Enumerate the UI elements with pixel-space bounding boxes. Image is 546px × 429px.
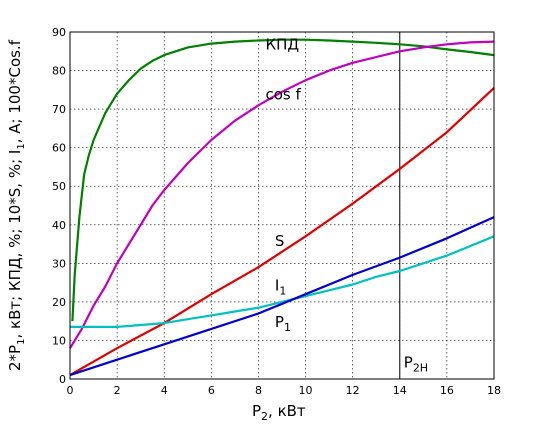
y-tick-label: 90 — [52, 26, 66, 39]
series-line-cos-f — [69, 40, 495, 349]
series-line-s — [69, 87, 495, 377]
x-tick-label: 6 — [208, 384, 215, 397]
y-tick-label: 0 — [59, 373, 66, 386]
series-line-i1 — [70, 235, 495, 328]
y-tick-label: 60 — [52, 142, 66, 155]
x-tick-label: 2 — [114, 384, 121, 397]
x-tick-label: 14 — [393, 384, 407, 397]
y-tick-label: 20 — [52, 296, 66, 309]
series-label-p1: P1 — [275, 313, 291, 334]
series-lines — [69, 38, 495, 377]
series-line-p1 — [69, 216, 495, 377]
y-tick-label: 10 — [52, 334, 66, 347]
x-tick-label: 0 — [67, 384, 74, 397]
x-tick-label: 18 — [487, 384, 501, 397]
y-tick-label: 30 — [52, 257, 66, 270]
series-label-s: S — [275, 232, 285, 250]
x-tick-label: 16 — [440, 384, 454, 397]
plot-frame — [69, 31, 495, 380]
y-axis-label: 2*P1, кВт; КПД, %; 10*S, %; I1, A; 100*C… — [6, 39, 27, 371]
tick-labels: 0 2 4 6 8 10 12 14 16 18 0 10 20 30 40 50 60 70 80 90 — [52, 26, 501, 397]
x-tick-label: 8 — [255, 384, 262, 397]
x-tick-label: 12 — [346, 384, 360, 397]
y-tick-label: 50 — [52, 180, 66, 193]
series-label-кпд: КПД — [266, 35, 300, 53]
x-tick-label: 10 — [299, 384, 313, 397]
x-axis-label: P2, кВт — [252, 402, 306, 423]
x-tick-label: 4 — [161, 384, 168, 397]
y-tick-label: 70 — [52, 103, 66, 116]
y-tick-label: 80 — [52, 65, 66, 78]
series-line-кпд — [71, 38, 495, 322]
series-label-cos-f: cos f — [266, 85, 302, 103]
series-labels: КПД cos f S I1 P1 P2Н — [266, 35, 429, 374]
series-label-i1: I1 — [275, 276, 286, 297]
rated-power-label: P2Н — [404, 353, 428, 374]
y-tick-label: 40 — [52, 219, 66, 232]
